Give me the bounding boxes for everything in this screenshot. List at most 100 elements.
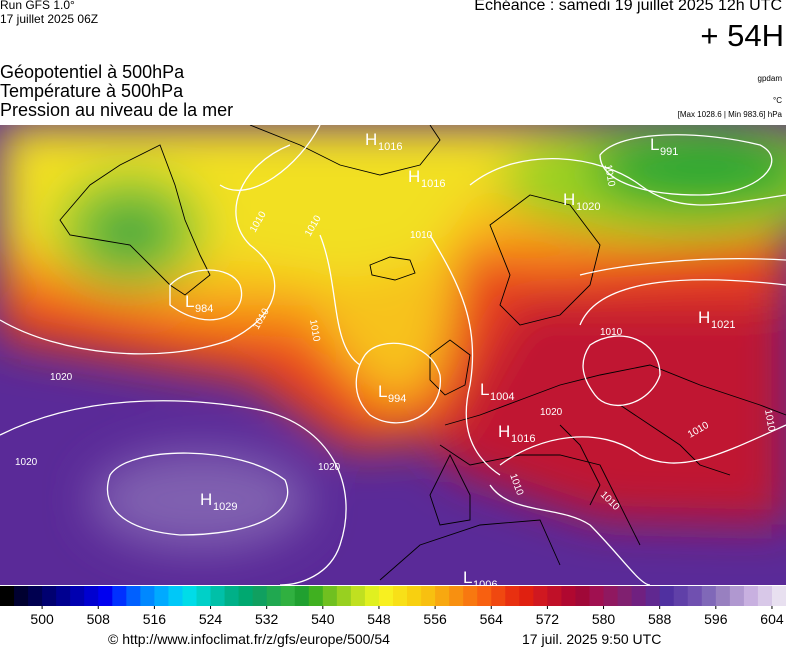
field: Température à 500hPa: [0, 81, 184, 101]
pressure-value: 1020: [576, 201, 600, 213]
pressure-center: H: [408, 167, 420, 186]
pressure-center: L: [650, 135, 659, 154]
pressure-center: H: [498, 422, 510, 441]
colorbar-tick-label: 548: [367, 611, 391, 627]
colorbar-cell: [42, 586, 57, 606]
colorbar-cell: [168, 586, 183, 606]
colorbar-cell: [477, 586, 492, 606]
colorbar-cell: [308, 586, 324, 606]
isobar-label: 1020: [15, 457, 38, 468]
colorbar-cell: [252, 586, 268, 606]
colorbar-cell: [603, 586, 619, 606]
colorbar-cell: [421, 586, 436, 606]
pressure-value: 1021: [711, 319, 735, 331]
isobar-label: 1010: [410, 230, 433, 241]
colorbar-cell: [210, 586, 226, 606]
colorbar-tick-label: 508: [87, 611, 111, 627]
colorbar-cell: [407, 586, 422, 606]
coastlines: [59, 125, 786, 581]
issued: 17 juil. 2025 9:50 UTC: [522, 631, 662, 647]
colorbar-cell: [715, 586, 731, 606]
colorbar-cell: [364, 586, 380, 606]
colorbar-cell: [519, 586, 534, 606]
colorbar-cell: [336, 586, 352, 606]
colorbar-cell: [350, 586, 366, 606]
colorbar-tick-label: 588: [648, 611, 672, 627]
colorbar-tick-label: 516: [143, 611, 167, 627]
unit: °C: [773, 96, 782, 105]
colorbar-cell: [435, 586, 450, 606]
pressure-center: L: [480, 380, 489, 399]
isobar-label: 1010: [602, 164, 617, 188]
pressure-value: 994: [388, 393, 406, 405]
colorbar-cell: [56, 586, 71, 606]
isobars: [0, 125, 786, 585]
colorbar-tick-label: 532: [255, 611, 279, 627]
colorbar-cell: [280, 586, 296, 606]
colorbar-cell: [757, 586, 773, 606]
pressure-value: 1029: [213, 501, 237, 513]
colorbar-cell: [28, 586, 43, 606]
colorbar-cell: [393, 586, 408, 606]
colorbar-cell: [659, 586, 675, 606]
colorbar-tick-label: 572: [536, 611, 560, 627]
unit: gpdam: [757, 74, 782, 83]
colorbar-cell: [463, 586, 478, 606]
pressure-value: 991: [660, 146, 678, 158]
colorbar-cell: [266, 586, 282, 606]
colorbar-cell: [224, 586, 240, 606]
colorbar-cell: [701, 586, 717, 606]
run: Run GFS 1.0°: [0, 0, 75, 12]
colorbar-cell: [0, 586, 15, 606]
colorbar-cell: [449, 586, 464, 606]
colorbar-tick-label: 556: [423, 611, 447, 627]
colorbar-tick-label: 540: [311, 611, 335, 627]
pressure-value: 1004: [490, 391, 514, 403]
pressure-center: L: [378, 382, 387, 401]
isobar-label: 1010: [600, 327, 623, 338]
colorbar-cell: [505, 586, 520, 606]
colorbar-cell: [126, 586, 141, 606]
colorbar-cell: [84, 586, 99, 606]
pressure-center: H: [563, 190, 575, 209]
pressure-center: L: [185, 292, 194, 311]
pressure-center: H: [200, 490, 212, 509]
colorbar-cell: [645, 586, 661, 606]
colorbar-cell: [561, 586, 576, 606]
colorbar-tick-label: 604: [760, 611, 784, 627]
colorbar-cell: [547, 586, 562, 606]
isobar-label: 1010: [307, 319, 322, 343]
colorbar-cell: [491, 586, 506, 606]
colorbar-cell: [322, 586, 338, 606]
pressure-value: 1016: [378, 141, 402, 153]
colorbar-tick-label: 564: [480, 611, 504, 627]
colorbar-tick-label: 596: [704, 611, 728, 627]
colorbar-tick-label: 524: [199, 611, 223, 627]
colorbar-cell: [771, 586, 786, 606]
pressure-value: 1016: [511, 433, 535, 445]
field: Pression au niveau de la mer: [0, 100, 234, 120]
colorbar-cell: [673, 586, 689, 606]
colorbar-cell: [743, 586, 759, 606]
colorbar-cell: [70, 586, 85, 606]
colorbar-cell: [154, 586, 169, 606]
unit: [Max 1028.6 | Min 983.6] hPa: [677, 110, 782, 119]
pressure-center: H: [365, 130, 377, 149]
pressure-value: 1016: [421, 178, 445, 190]
pressure-value: 984: [195, 303, 213, 315]
colorbar-cell: [14, 586, 29, 606]
colorbar-cell: [294, 586, 310, 606]
isobar-label: 1010: [762, 409, 777, 433]
colorbar-cell: [378, 586, 394, 606]
colorbar-cell: [182, 586, 197, 606]
field: Géopotentiel à 500hPa: [0, 62, 185, 82]
colorbar-cell: [617, 586, 633, 606]
valid-time: Echéance : samedi 19 juillet 2025 12h UT…: [474, 0, 782, 14]
colorbar-cell: [589, 586, 605, 606]
pressure-center: L: [463, 568, 472, 585]
colorbar-tick-label: 500: [30, 611, 54, 627]
pressure-center: H: [698, 308, 710, 327]
colorbar-cell: [575, 586, 590, 606]
